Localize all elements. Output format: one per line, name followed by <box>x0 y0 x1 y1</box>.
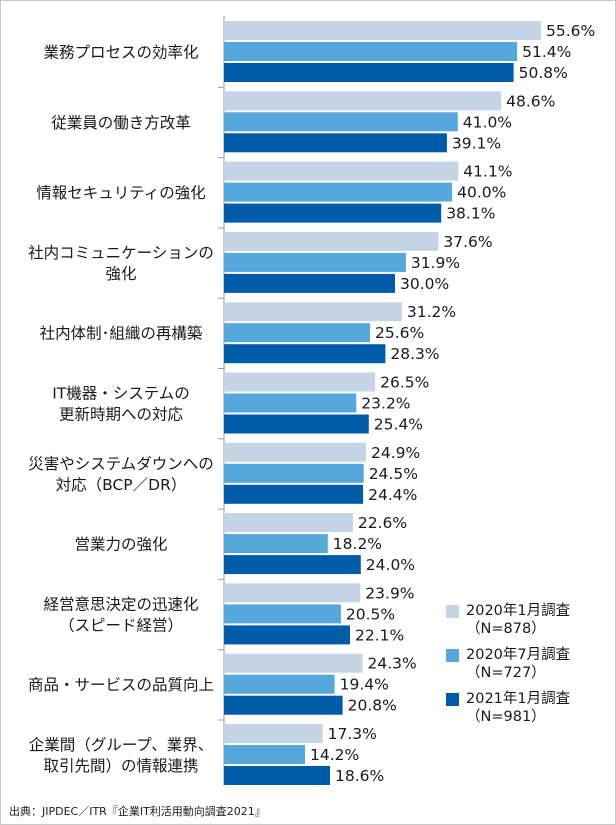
value-label: 20.8% <box>348 697 397 715</box>
bar <box>224 133 447 153</box>
category-label: 業務プロセスの効率化 <box>43 44 198 62</box>
source-note: 出典：JIPDEC／ITR『企業IT利活用動向調査2021』 <box>9 805 266 818</box>
value-label: 22.1% <box>355 626 404 644</box>
value-label: 14.2% <box>310 746 359 764</box>
bar <box>224 393 357 413</box>
value-label: 41.1% <box>463 163 512 181</box>
value-label: 41.0% <box>463 113 512 131</box>
value-label: 26.5% <box>380 374 429 392</box>
bar <box>224 625 350 645</box>
value-label: 24.9% <box>371 444 420 462</box>
category-label: 強化 <box>105 265 136 283</box>
bar <box>224 414 369 434</box>
legend-item: 2020年7月調査 （N=727） <box>446 646 614 690</box>
bar <box>224 42 518 61</box>
bar <box>224 182 453 202</box>
value-label: 18.2% <box>333 535 382 553</box>
bar <box>224 695 343 715</box>
category-labels: 業務プロセスの効率化従業員の働き方改革情報セキュリティの強化社内コミュニケーショ… <box>28 44 214 776</box>
value-label: 37.6% <box>443 233 492 251</box>
bar <box>224 513 353 533</box>
category-label: 災害やシステムダウンへの <box>28 455 214 473</box>
value-label: 55.6% <box>546 22 595 40</box>
value-label: 22.6% <box>358 514 407 532</box>
bar-chart: 55.6% 51.4% 50.8% 48.6% 41.0% 39.1% 41.1% 40.0%… <box>28 16 595 786</box>
bar <box>224 344 386 364</box>
value-label: 24.5% <box>369 465 418 483</box>
bar <box>224 653 363 673</box>
legend-item: 2020年1月調査 （N=878） <box>446 602 614 646</box>
category-label: 対応（BCP／DR） <box>56 476 187 494</box>
value-label: 28.3% <box>390 345 439 363</box>
value-label: 23.9% <box>365 584 414 602</box>
bar <box>224 231 439 251</box>
bar <box>224 583 361 603</box>
value-label: 19.4% <box>340 676 389 694</box>
value-label: 39.1% <box>452 134 501 152</box>
value-label: 20.5% <box>346 605 395 623</box>
value-label: 50.8% <box>519 64 568 82</box>
legend-swatch <box>446 693 459 706</box>
value-label: 24.4% <box>368 486 417 504</box>
value-label: 51.4% <box>522 43 571 61</box>
bar <box>224 442 366 462</box>
bar <box>224 534 328 554</box>
bar <box>224 21 541 40</box>
category-label: 商品・サービスの品質向上 <box>28 676 214 694</box>
value-label: 40.0% <box>457 184 506 202</box>
bar <box>224 112 458 132</box>
category-label: 従業員の働き方改革 <box>51 114 191 132</box>
category-label: （スピード経営） <box>59 616 183 634</box>
bars <box>224 21 541 785</box>
category-label: 営業力の強化 <box>74 536 167 554</box>
value-label: 24.0% <box>366 556 415 574</box>
bar <box>224 161 459 181</box>
category-label: 経営意思決定の迅速化 <box>43 594 198 613</box>
value-label: 38.1% <box>446 205 495 223</box>
bar <box>224 63 514 82</box>
legend-swatch <box>446 605 459 618</box>
value-label: 25.6% <box>375 324 424 342</box>
legend-item: 2021年1月調査 （N=981） <box>446 690 614 734</box>
category-label: 企業間（グループ、業界、 <box>29 736 214 754</box>
bar <box>224 252 406 272</box>
value-label: 48.6% <box>506 92 555 110</box>
category-label: 情報セキュリティの強化 <box>36 184 206 202</box>
value-label: 17.3% <box>328 725 377 743</box>
bar <box>224 745 305 764</box>
category-label: 更新時期への対応 <box>59 406 184 424</box>
bar <box>224 203 442 223</box>
bar <box>224 323 370 343</box>
bar <box>224 302 402 322</box>
legend-label: 2020年1月調査 （N=878） <box>466 603 571 637</box>
legend: 2020年1月調査 （N=878） 2020年7月調査 （N=727） 2021年1… <box>446 602 614 734</box>
bar <box>224 91 502 111</box>
category-label: 取引先間）の情報連携 <box>43 757 198 775</box>
group-separators <box>218 86 224 721</box>
legend-label: 2020年7月調査 （N=727） <box>466 647 571 681</box>
bar <box>224 273 395 293</box>
value-label: 31.2% <box>407 303 456 321</box>
value-label: 31.9% <box>411 254 460 272</box>
category-label: 社内体制･組織の再構築 <box>40 325 203 343</box>
value-label: 18.6% <box>335 767 384 785</box>
value-label: 23.2% <box>361 395 410 413</box>
bar <box>224 724 323 743</box>
bar <box>224 604 341 624</box>
bar <box>224 463 364 483</box>
category-label: IT機器・システムの <box>52 385 190 403</box>
legend-swatch <box>446 649 459 662</box>
value-label: 30.0% <box>400 275 449 293</box>
bar <box>224 674 335 694</box>
value-label: 25.4% <box>374 416 423 434</box>
bar <box>224 766 330 785</box>
bar <box>224 484 364 504</box>
bar <box>224 372 376 392</box>
legend-label: 2021年1月調査 （N=981） <box>466 691 571 725</box>
bar <box>224 555 361 575</box>
value-label: 24.3% <box>368 655 417 673</box>
value-labels: 55.6% 51.4% 50.8% 48.6% 41.0% 39.1% 41.1% 40.0%… <box>310 22 595 785</box>
category-label: 社内コミュニケーションの <box>28 244 214 262</box>
